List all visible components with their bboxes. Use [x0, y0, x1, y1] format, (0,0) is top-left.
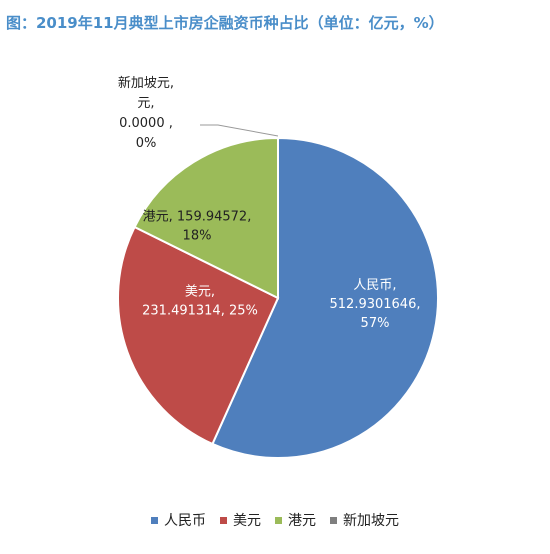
legend-item-sgd: 新加坡元	[330, 510, 399, 530]
data-label-sgd-line: 元,	[137, 96, 154, 111]
chart-legend: 人民币 美元 港元 新加坡元	[0, 510, 550, 530]
legend-label-usd: 美元	[233, 513, 261, 529]
legend-swatch-hkd	[275, 516, 282, 524]
legend-swatch-rmb	[151, 516, 158, 524]
leader-line-sgd	[200, 124, 279, 137]
data-label-usd-line: 美元,	[185, 285, 215, 300]
data-label-usd-line: 231.491314, 25%	[142, 304, 258, 319]
data-label-hkd-line: 18%	[183, 229, 212, 244]
pie-slice-hkd	[133, 136, 279, 300]
data-label-sgd: 新加坡元, 元, 0.0000 , 0%	[118, 75, 174, 151]
legend-item-usd: 美元	[220, 510, 261, 530]
data-label-rmb: 人民币, 512.9301646, 57%	[330, 278, 421, 331]
pie-slice-usd	[117, 225, 280, 446]
data-label-sgd-line: 0.0000 ,	[119, 116, 173, 131]
legend-swatch-usd	[220, 516, 227, 524]
data-label-sgd-line: 0%	[136, 136, 157, 151]
data-label-rmb-line: 人民币,	[353, 278, 396, 293]
data-label-hkd: 港元, 159.94572, 18%	[143, 210, 252, 244]
data-label-rmb-line: 512.9301646,	[330, 297, 421, 312]
legend-label-hkd: 港元	[288, 513, 316, 529]
legend-label-sgd: 新加坡元	[343, 513, 399, 529]
legend-label-rmb: 人民币	[164, 513, 206, 529]
legend-item-hkd: 港元	[275, 510, 316, 530]
data-label-sgd-line: 新加坡元,	[118, 75, 174, 91]
chart-title: 图：2019年11月典型上市房企融资币种占比（单位：亿元，%）	[6, 14, 444, 32]
legend-item-rmb: 人民币	[151, 510, 206, 530]
pie-slice-rmb	[211, 136, 439, 459]
data-label-hkd-line: 港元, 159.94572,	[143, 210, 252, 225]
legend-swatch-sgd	[330, 516, 337, 524]
data-label-usd: 美元, 231.491314, 25%	[142, 285, 258, 319]
data-label-rmb-line: 57%	[361, 316, 390, 331]
